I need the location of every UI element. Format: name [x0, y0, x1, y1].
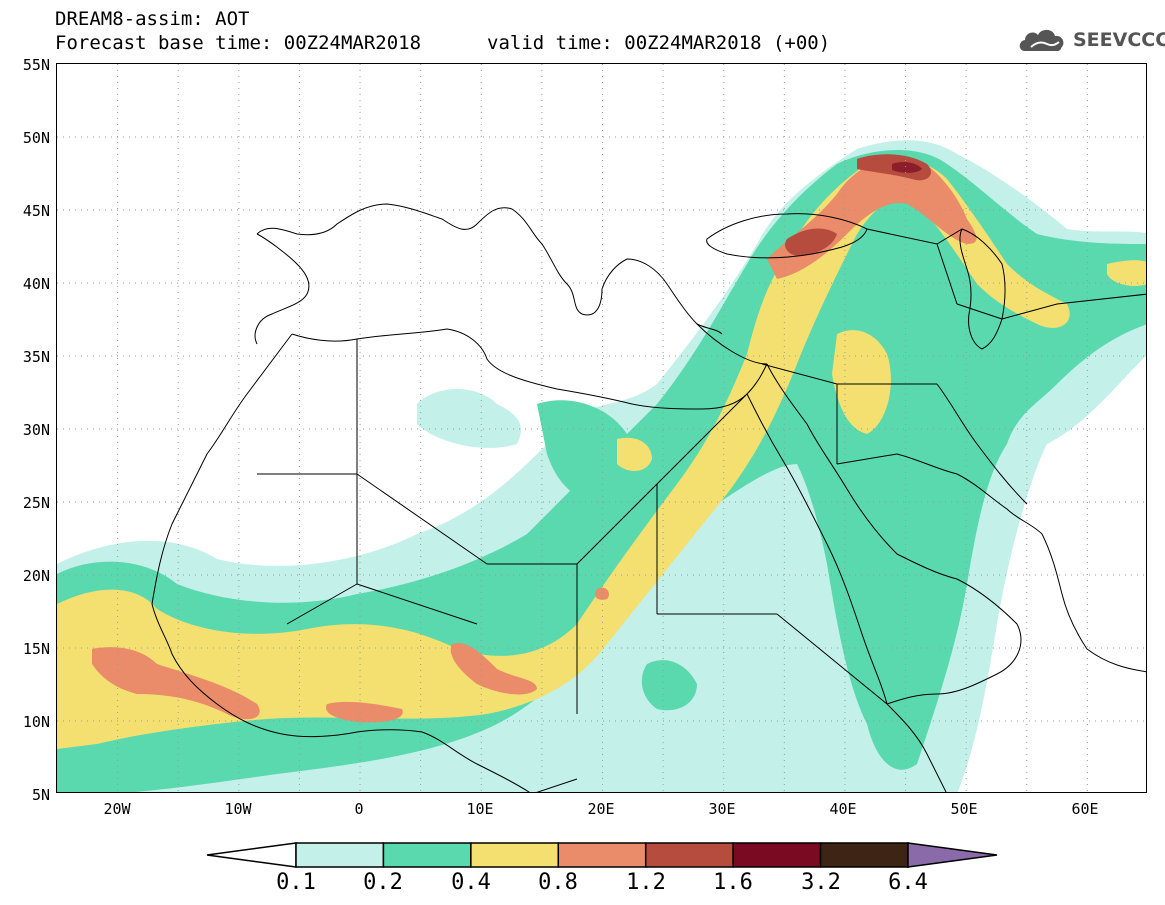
colorbar-label: 3.2 [801, 870, 841, 895]
colorbar-box [470, 842, 560, 868]
colorbar-box [557, 842, 647, 868]
seevccc-logo: SEEVCCC [1017, 24, 1165, 56]
aot-field [57, 140, 1146, 792]
lon-label: 10E [466, 800, 494, 818]
colorbar-boxes [295, 842, 909, 868]
colorbar-label: 0.2 [363, 870, 403, 895]
lat-label: 5N [31, 786, 50, 804]
colorbar-label: 0.4 [451, 870, 491, 895]
colorbar-label: 1.2 [626, 870, 666, 895]
lon-label: 20W [103, 800, 131, 818]
lon-label: 60E [1071, 800, 1099, 818]
aot-contour-high [617, 437, 652, 471]
lon-label: 10W [224, 800, 252, 818]
lon-label: 20E [587, 800, 615, 818]
lat-label: 50N [22, 129, 50, 147]
lon-label: 0 [354, 800, 364, 818]
colorbar-box [382, 842, 472, 868]
aot-map [57, 64, 1146, 792]
map-plot-area [56, 63, 1147, 793]
lat-label: 25N [22, 494, 50, 512]
valid-time: valid time: 00Z24MAR2018 (+00) [487, 32, 831, 54]
colorbar-label: 0.8 [538, 870, 578, 895]
lat-label: 35N [22, 348, 50, 366]
colorbar [206, 842, 998, 868]
aot-contour-med [641, 660, 697, 711]
lat-label: 10N [22, 713, 50, 731]
aot-contour-very-high [595, 587, 609, 600]
lon-label: 30E [708, 800, 736, 818]
colorbar-box [819, 842, 909, 868]
forecast-base-time: Forecast base time: 00Z24MAR2018 [55, 32, 422, 54]
lat-label: 40N [22, 275, 50, 293]
lat-label: 55N [22, 56, 50, 74]
cloud-logo-icon [1019, 29, 1064, 51]
colorbar-extend-high [907, 842, 998, 868]
coastlines [151, 203, 1146, 792]
aot-contour-high [1107, 260, 1146, 286]
aot-contour-low [417, 389, 521, 448]
colorbar-label: 0.1 [276, 870, 316, 895]
lat-label: 15N [22, 640, 50, 658]
colorbar-extend-low [206, 842, 297, 868]
colorbar-box [295, 842, 385, 868]
lon-label: 40E [829, 800, 857, 818]
logo-text: SEEVCCC [1073, 29, 1165, 51]
colorbar-label: 6.4 [888, 870, 928, 895]
aot-contour-extreme [785, 228, 837, 256]
colorbar-label: 1.6 [713, 870, 753, 895]
aot-contour-very-high [92, 647, 260, 720]
lat-label: 30N [22, 421, 50, 439]
aot-contour-high [832, 330, 891, 434]
map-title: DREAM8-assim: AOT [55, 8, 250, 30]
colorbar-box [644, 842, 734, 868]
lon-label: 50E [950, 800, 978, 818]
lat-label: 45N [22, 202, 50, 220]
aot-contour-med [537, 400, 631, 504]
aot-contour-very-high [450, 643, 537, 695]
aot-contour-very-high [326, 701, 403, 723]
colorbar-box [732, 842, 822, 868]
aot-contour-peak [892, 161, 922, 173]
lat-label: 20N [22, 567, 50, 585]
aot-contour-high [57, 159, 1070, 749]
